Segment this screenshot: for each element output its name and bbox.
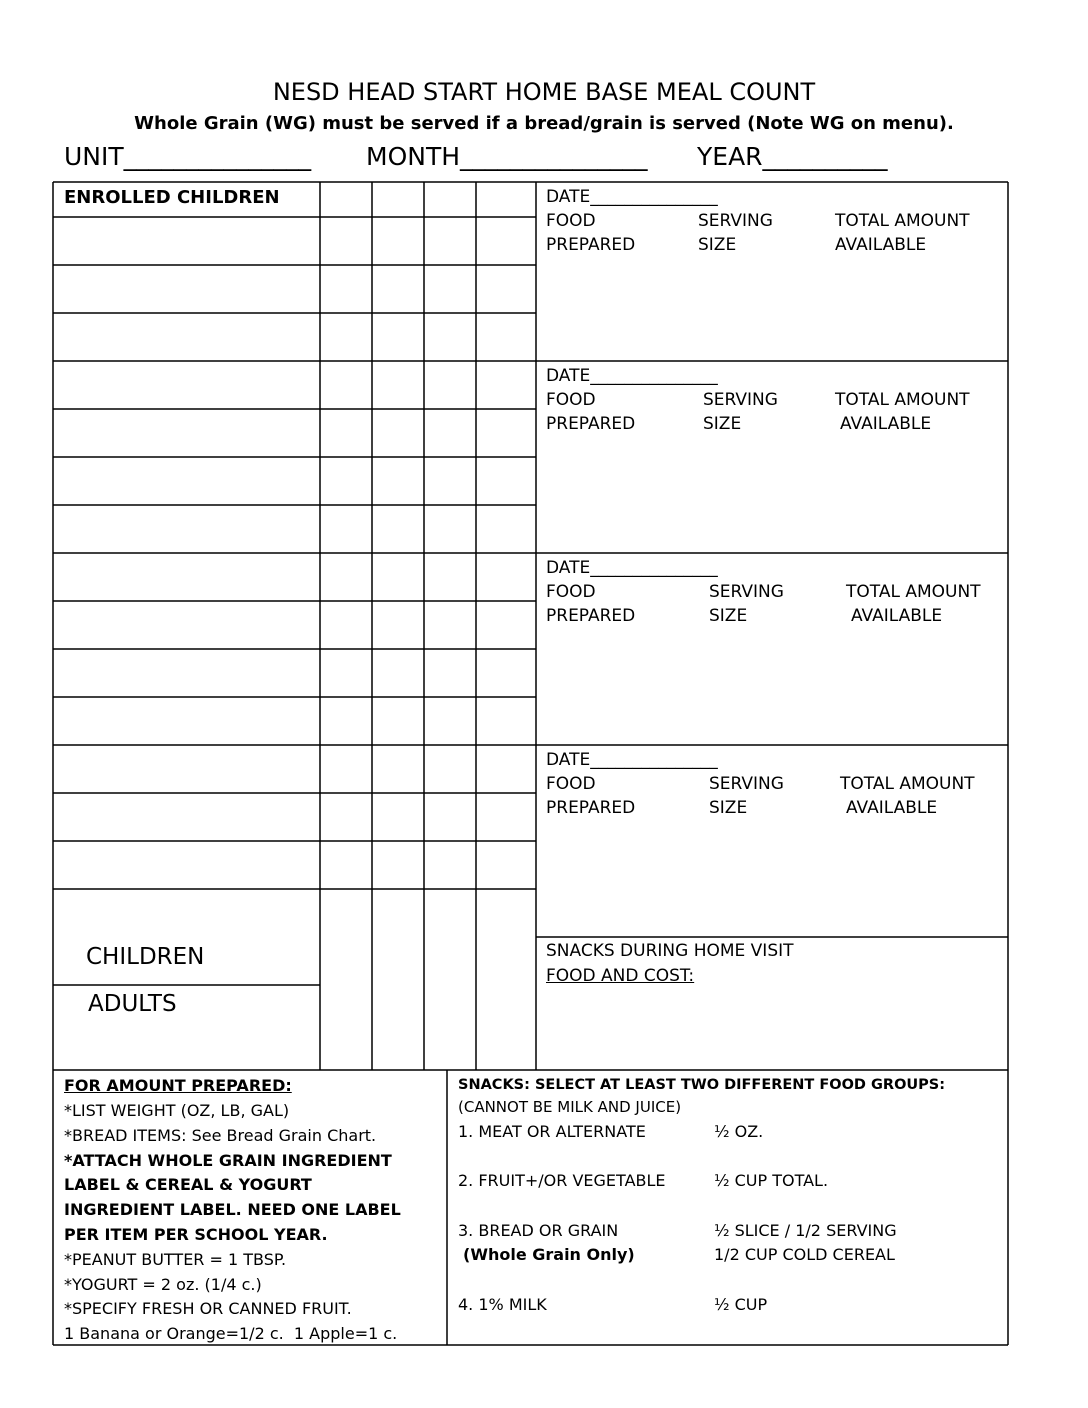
snack-amount: ½ CUP TOTAL. <box>714 1171 829 1190</box>
row-label: CHILDREN <box>86 944 205 970</box>
label: FOOD <box>546 211 596 231</box>
subtitle: Whole Grain (WG) must be served if a bre… <box>134 113 954 134</box>
label: SERVING <box>709 582 784 602</box>
note-line: *PEANUT BUTTER = 1 TBSP. <box>64 1249 287 1269</box>
field: MONTH_______________ <box>366 142 648 171</box>
snack-group: 2. FRUIT+/OR VEGETABLE <box>458 1171 666 1190</box>
date-field: DATE_______________ <box>546 366 718 386</box>
label: PREPARED <box>546 235 636 255</box>
snack-amount: ½ CUP <box>714 1295 768 1314</box>
note-line: *BREAD ITEMS: See Bread Grain Chart. <box>64 1125 377 1145</box>
snack-amount: ½ SLICE / 1/2 SERVING <box>714 1221 897 1240</box>
label: SIZE <box>709 606 748 626</box>
label: SERVING <box>698 211 773 231</box>
label: PREPARED <box>546 414 636 434</box>
label: SIZE <box>709 798 748 818</box>
label: FOOD <box>546 774 596 794</box>
label: TOTAL AMOUNT <box>835 211 970 231</box>
label: FOOD <box>546 582 596 602</box>
label: SERVING <box>709 774 784 794</box>
label: AVAILABLE <box>840 414 932 434</box>
label: PREPARED <box>546 798 636 818</box>
note-line: *ATTACH WHOLE GRAIN INGREDIENT <box>64 1150 392 1170</box>
snack-group: 3. BREAD OR GRAIN <box>458 1221 619 1240</box>
label: PREPARED <box>546 606 636 626</box>
label: SIZE <box>703 414 742 434</box>
label: FOOD <box>546 390 596 410</box>
snack-amount: ½ OZ. <box>714 1122 764 1141</box>
label: AVAILABLE <box>851 606 943 626</box>
date-field: DATE_______________ <box>546 187 718 207</box>
title: NESD HEAD START HOME BASE MEAL COUNT <box>272 78 816 106</box>
note-line: *LIST WEIGHT (OZ, LB, GAL) <box>64 1101 290 1120</box>
snack-group: (Whole Grain Only) <box>463 1245 635 1264</box>
note-line: 1 Banana or Orange=1/2 c. 1 Apple=1 c. <box>64 1324 398 1344</box>
section-title: SNACKS DURING HOME VISIT <box>546 941 794 961</box>
column-heading: ENROLLED CHILDREN <box>64 187 280 208</box>
note-line: LABEL & CEREAL & YOGURT <box>64 1175 312 1195</box>
section-subtitle: FOOD AND COST: <box>546 966 695 986</box>
note-line: *YOGURT = 2 oz. (1/4 c.) <box>64 1274 262 1294</box>
note-line: *SPECIFY FRESH OR CANNED FRUIT. <box>64 1299 352 1319</box>
snacks-note: (CANNOT BE MILK AND JUICE) <box>458 1098 682 1116</box>
snacks-heading: SNACKS: SELECT AT LEAST TWO DIFFERENT FO… <box>458 1077 946 1093</box>
date-field: DATE_______________ <box>546 750 718 770</box>
note-line: PER ITEM PER SCHOOL YEAR. <box>64 1225 328 1244</box>
label: AVAILABLE <box>846 798 938 818</box>
row-label: ADULTS <box>88 991 177 1017</box>
snack-group: 1. MEAT OR ALTERNATE <box>458 1122 646 1141</box>
label: TOTAL AMOUNT <box>846 582 981 602</box>
field: UNIT_______________ <box>64 142 312 171</box>
snack-amount: 1/2 CUP COLD CEREAL <box>714 1245 895 1264</box>
notes-heading: FOR AMOUNT PREPARED: <box>64 1076 292 1095</box>
note-line: INGREDIENT LABEL. NEED ONE LABEL <box>64 1200 401 1220</box>
label: SERVING <box>703 390 778 410</box>
date-field: DATE_______________ <box>546 558 718 578</box>
label: SIZE <box>698 235 737 255</box>
label: TOTAL AMOUNT <box>840 774 975 794</box>
snack-group: 4. 1% MILK <box>458 1295 547 1314</box>
label: AVAILABLE <box>835 235 927 255</box>
label: TOTAL AMOUNT <box>835 390 970 410</box>
field: YEAR__________ <box>697 142 888 171</box>
